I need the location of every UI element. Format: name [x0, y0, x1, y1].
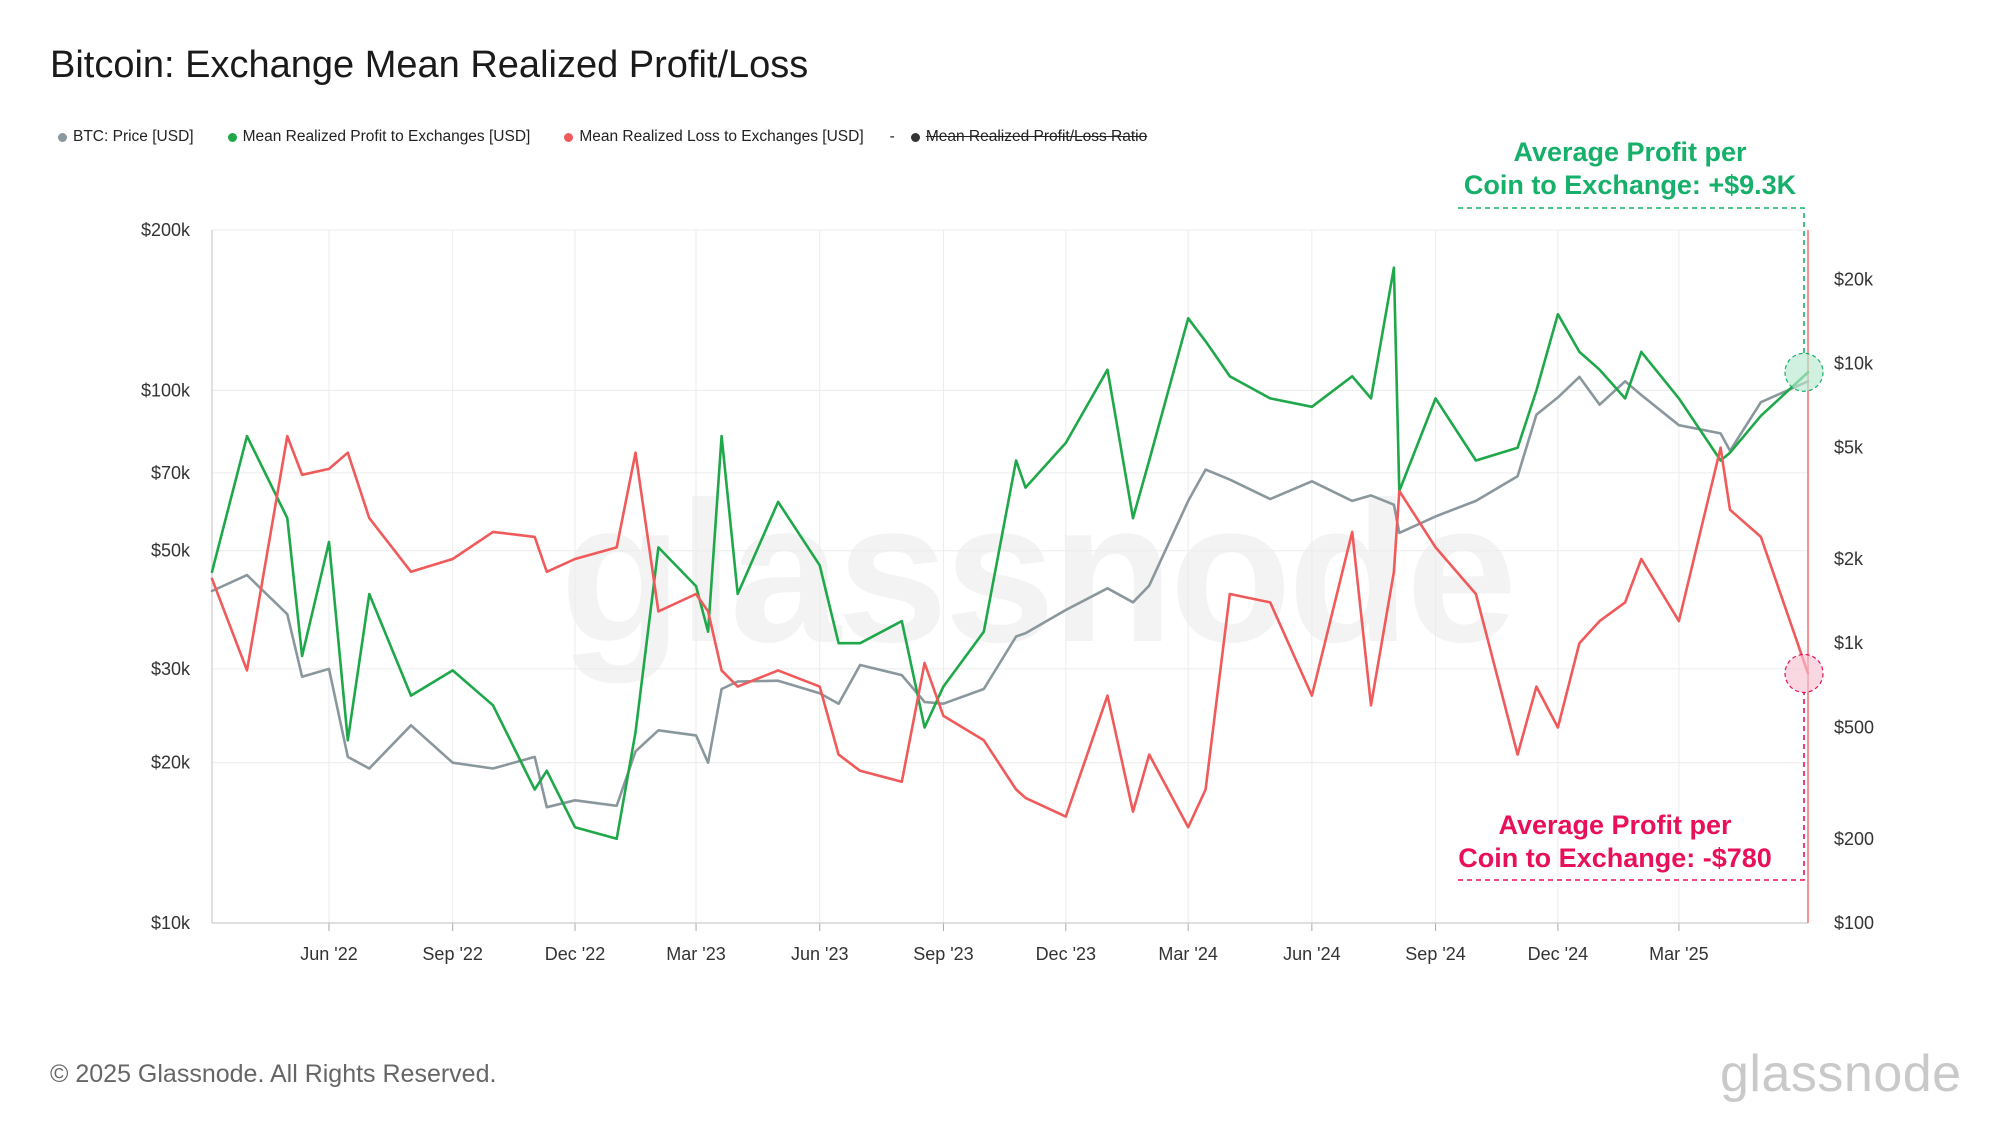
left-axis-tick-label: $70k [151, 463, 191, 483]
legend-label: Mean Realized Loss to Exchanges [USD] [579, 128, 864, 145]
legend-label: Mean Realized Profit to Exchanges [USD] [242, 128, 531, 145]
left-axis-tick-label: $50k [151, 541, 191, 561]
legend-label: Mean Realized Profit/Loss Ratio [925, 128, 1148, 145]
right-axis-tick-label: $500 [1834, 717, 1874, 737]
legend-label: BTC: Price [USD] [73, 128, 194, 145]
x-axis-tick-label: Sep '22 [422, 944, 483, 964]
legend-dot-icon [564, 132, 574, 142]
profit-annotation-line2: Coin to Exchange: +$9.3K [1463, 170, 1797, 200]
x-axis-tick-label: Dec '22 [545, 944, 605, 964]
legend-dot-icon [58, 132, 67, 142]
x-axis-tick-label: Jun '23 [791, 944, 848, 964]
loss-annotation-line2: Coin to Exchange: -$780 [1458, 843, 1772, 873]
left-axis-tick-label: $20k [151, 753, 191, 773]
right-axis-tick-label: $2k [1834, 549, 1864, 569]
left-axis-tick-label: $30k [151, 659, 191, 679]
left-axis-tick-label: $10k [151, 913, 191, 933]
legend-item-ratio[interactable]: Mean Realized Profit/Loss Ratio [910, 128, 1148, 146]
x-axis-tick-label: Jun '22 [300, 944, 357, 964]
legend-item-profit[interactable]: Mean Realized Profit to Exchanges [USD] [227, 128, 531, 146]
left-axis-tick-label: $200k [141, 220, 191, 240]
right-axis-tick-label: $20k [1834, 269, 1874, 289]
left-axis-tick-label: $100k [141, 380, 191, 400]
copyright-footer: © 2025 Glassnode. All Rights Reserved. [50, 1060, 497, 1088]
x-axis-tick-label: Dec '24 [1528, 944, 1588, 964]
legend-item-loss[interactable]: Mean Realized Loss to Exchanges [USD] [564, 128, 864, 146]
legend-item-price[interactable]: BTC: Price [USD] [58, 128, 194, 146]
profit-annotation: Average Profit per Coin to Exchange: +$9… [1445, 136, 1815, 202]
legend-dot-icon [910, 132, 920, 142]
series-line-price [210, 375, 1810, 809]
profit-annotation-line1: Average Profit per [1513, 137, 1747, 167]
right-axis-tick-label: $100 [1834, 913, 1874, 933]
x-axis-tick-label: Sep '23 [913, 944, 974, 964]
loss-annotation: Average Profit per Coin to Exchange: -$7… [1430, 809, 1800, 875]
right-axis-tick-label: $200 [1834, 829, 1874, 849]
series-line-profit [210, 266, 1810, 841]
x-axis-tick-label: Dec '23 [1036, 944, 1096, 964]
x-axis-tick-label: Jun '24 [1283, 944, 1340, 964]
profit-callout-line [1458, 207, 1805, 354]
x-axis-tick-label: Mar '24 [1158, 944, 1217, 964]
page-title: Bitcoin: Exchange Mean Realized Profit/L… [50, 44, 809, 86]
loss-callout-line [1458, 692, 1805, 881]
profit-endpoint-marker [1784, 352, 1824, 392]
right-axis-tick-label: $1k [1834, 633, 1864, 653]
glassnode-logo: glassnode [1720, 1045, 1962, 1103]
x-axis-tick-label: Mar '25 [1649, 944, 1708, 964]
loss-annotation-line1: Average Profit per [1498, 810, 1732, 840]
series-line-loss [210, 434, 1810, 829]
legend-dash-icon: - [889, 128, 895, 145]
legend-dot-icon [227, 132, 237, 142]
legend: BTC: Price [USD] Mean Realized Profit to… [58, 128, 1181, 146]
right-axis-tick-label: $5k [1834, 438, 1864, 458]
x-axis-tick-label: Sep '24 [1405, 944, 1466, 964]
loss-endpoint-marker [1784, 653, 1824, 694]
right-axis-tick-label: $10k [1834, 353, 1874, 373]
x-axis-tick-label: Mar '23 [666, 944, 725, 964]
